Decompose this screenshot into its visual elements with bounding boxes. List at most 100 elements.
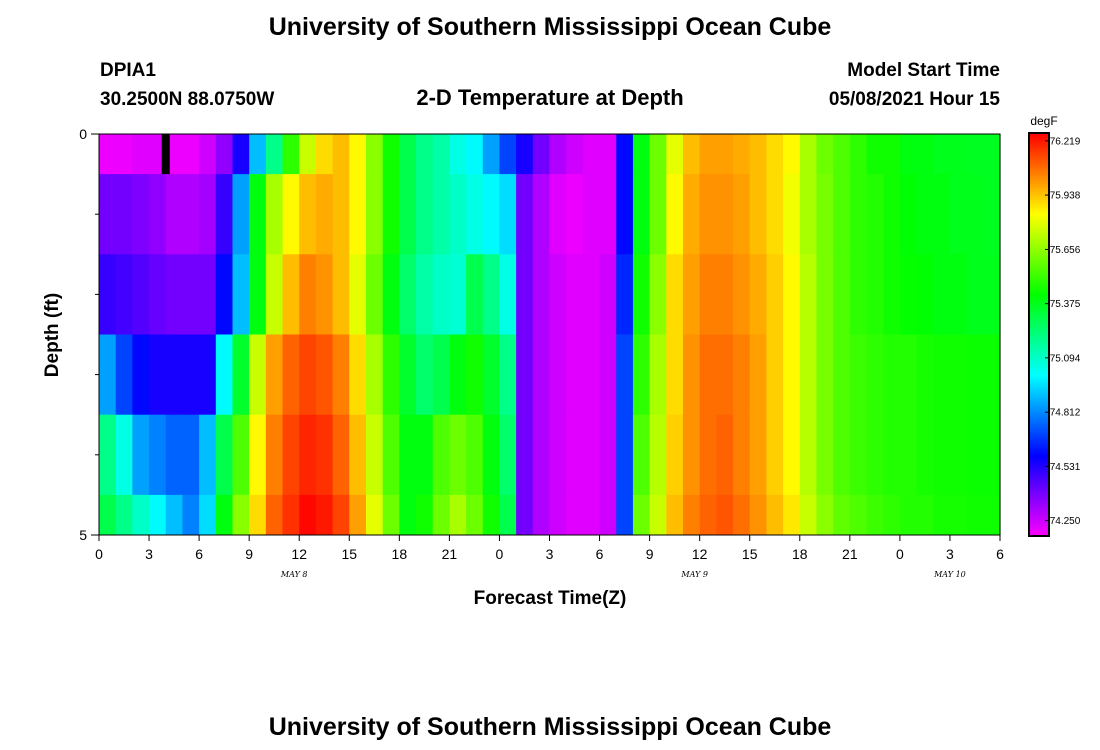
heatmap-cell bbox=[849, 494, 868, 536]
marker-layer bbox=[161, 134, 170, 175]
heatmap-cell bbox=[899, 494, 918, 536]
heatmap-cell bbox=[966, 254, 984, 335]
colorbar-frame bbox=[1028, 132, 1050, 537]
colorbar-step bbox=[1029, 392, 1049, 396]
date-label: MAY 8 bbox=[280, 570, 308, 579]
heatmap-cell bbox=[282, 134, 300, 175]
colorbar-step bbox=[1029, 447, 1049, 450]
colorbar-step bbox=[1029, 326, 1049, 330]
heatmap-cell bbox=[416, 174, 434, 255]
heatmap-cell bbox=[649, 494, 667, 536]
y-tick-label: 0 bbox=[79, 126, 87, 142]
heatmap-cell bbox=[499, 414, 517, 496]
heatmap-cell bbox=[883, 174, 901, 255]
colorbar-step bbox=[1029, 477, 1049, 481]
heatmap-cell bbox=[182, 134, 200, 175]
heatmap-cell bbox=[516, 414, 534, 496]
colorbar-step bbox=[1029, 225, 1049, 229]
colorbar-step bbox=[1029, 423, 1049, 426]
heatmap-cell bbox=[749, 334, 768, 416]
heatmap-cell bbox=[449, 174, 467, 255]
heatmap-cell bbox=[833, 414, 851, 496]
heatmap-cell bbox=[482, 174, 501, 255]
heatmap-cell bbox=[265, 254, 284, 335]
heatmap-cell bbox=[916, 334, 934, 416]
colorbar-step bbox=[1029, 413, 1049, 416]
heatmap-cell bbox=[466, 134, 484, 175]
x-tick-label: 0 bbox=[95, 546, 103, 562]
heatmap-cell bbox=[666, 174, 684, 255]
colorbar-step bbox=[1029, 421, 1049, 424]
colorbar-step bbox=[1029, 459, 1049, 463]
heatmap-cell bbox=[766, 334, 784, 416]
heatmap-cell bbox=[349, 134, 367, 175]
heatmap-cell bbox=[215, 174, 234, 255]
heatmap-cell bbox=[249, 174, 267, 255]
heatmap-cell bbox=[816, 174, 834, 255]
heatmap-cell bbox=[149, 494, 167, 536]
colorbar-step bbox=[1029, 483, 1049, 487]
heatmap-cell bbox=[816, 254, 834, 335]
heatmap-cell bbox=[549, 334, 567, 416]
x-tick-label: 6 bbox=[996, 546, 1004, 562]
heatmap-cell bbox=[983, 414, 1001, 496]
station-coordinates: 30.2500N 88.0750W bbox=[100, 89, 274, 110]
heatmap-cell bbox=[532, 334, 551, 416]
x-tick-label: 12 bbox=[291, 546, 307, 562]
colorbar-step bbox=[1029, 282, 1049, 285]
colorbar-step bbox=[1029, 199, 1049, 203]
colorbar-step bbox=[1029, 505, 1049, 509]
colorbar-step bbox=[1029, 471, 1049, 475]
heatmap-cell bbox=[115, 134, 133, 175]
colorbar-unit: degF bbox=[1030, 114, 1057, 128]
heatmap-cell bbox=[733, 494, 751, 536]
heatmap-cell bbox=[249, 254, 267, 335]
heatmap-cell bbox=[766, 494, 784, 536]
x-tick-label: 0 bbox=[496, 546, 504, 562]
heatmap-cell bbox=[916, 254, 934, 335]
heatmap-cell bbox=[949, 254, 968, 335]
colorbar-step bbox=[1029, 217, 1049, 221]
colorbar-step bbox=[1029, 213, 1049, 217]
colorbar-step bbox=[1029, 411, 1049, 414]
heatmap-cell bbox=[432, 494, 450, 536]
heatmap-cell bbox=[449, 414, 467, 496]
heatmap-cell bbox=[315, 134, 334, 175]
heatmap-cell bbox=[516, 494, 534, 536]
colorbar-step bbox=[1029, 374, 1049, 378]
heatmap-cell bbox=[299, 414, 317, 496]
heatmap-cell bbox=[99, 254, 117, 335]
heatmap-cell bbox=[466, 174, 484, 255]
colorbar-step bbox=[1029, 157, 1049, 160]
heatmap-cell bbox=[365, 254, 384, 335]
colorbar-step bbox=[1029, 409, 1049, 412]
heatmap-cell bbox=[833, 334, 851, 416]
colorbar-step bbox=[1029, 223, 1049, 227]
heatmap-cell bbox=[966, 134, 984, 175]
x-tick-label: 9 bbox=[245, 546, 253, 562]
heatmap-cell bbox=[432, 414, 450, 496]
colorbar-tick-label: 74.812 bbox=[1050, 408, 1081, 419]
colorbar-step bbox=[1029, 346, 1049, 350]
colorbar-step bbox=[1029, 155, 1049, 158]
heatmap-cell bbox=[566, 174, 584, 255]
colorbar-step bbox=[1029, 191, 1049, 195]
heatmap-cell bbox=[849, 254, 868, 335]
heatmap-cell bbox=[299, 334, 317, 416]
colorbar-step bbox=[1029, 193, 1049, 197]
heatmap-cell bbox=[549, 414, 567, 496]
heatmap-cell bbox=[349, 334, 367, 416]
colorbar-step bbox=[1029, 509, 1049, 513]
colorbar-step bbox=[1029, 382, 1049, 386]
colorbar-step bbox=[1029, 372, 1049, 376]
observation-marker bbox=[161, 134, 170, 175]
heatmap-cell bbox=[783, 254, 801, 335]
heatmap-cell bbox=[182, 254, 200, 335]
colorbar-step bbox=[1029, 322, 1049, 326]
colorbar-step bbox=[1029, 378, 1049, 382]
heatmap-cell bbox=[749, 134, 768, 175]
colorbar-step bbox=[1029, 241, 1049, 245]
colorbar-step bbox=[1029, 243, 1049, 247]
